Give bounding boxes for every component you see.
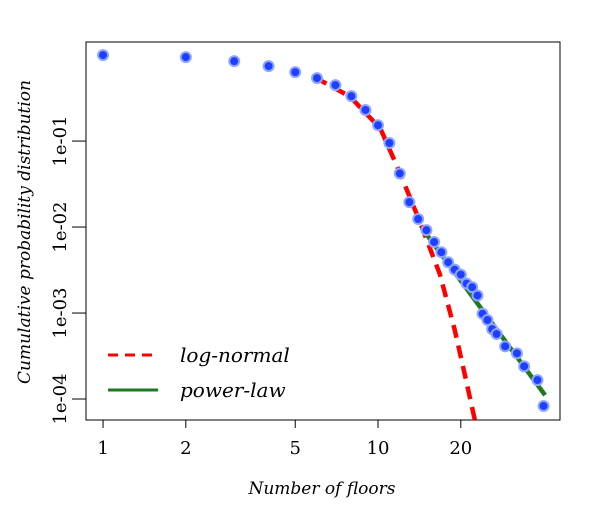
data-point bbox=[531, 374, 544, 387]
data-point bbox=[510, 347, 523, 360]
fit-lines bbox=[313, 75, 547, 420]
data-point bbox=[454, 268, 467, 281]
data-point bbox=[442, 256, 455, 269]
legend-label: power-law bbox=[180, 378, 286, 402]
data-point bbox=[471, 289, 484, 302]
data-point bbox=[311, 72, 324, 85]
y-axis-label: Cumulative probability distribution bbox=[15, 80, 35, 384]
data-point bbox=[537, 399, 550, 412]
data-point bbox=[345, 90, 358, 103]
y-tick-label: 1e-01 bbox=[50, 116, 71, 167]
data-point bbox=[289, 66, 302, 79]
data-point bbox=[412, 213, 425, 226]
x-tick-label: 10 bbox=[367, 438, 390, 459]
data-point bbox=[228, 55, 241, 68]
fit-line bbox=[313, 75, 478, 420]
plot-frame bbox=[85, 41, 561, 421]
data-point bbox=[262, 60, 275, 73]
legend-label: log-normal bbox=[180, 343, 290, 367]
data-point bbox=[420, 224, 433, 237]
x-tick-label: 20 bbox=[449, 438, 472, 459]
data-point bbox=[435, 246, 448, 259]
data-point bbox=[490, 328, 503, 341]
x-tick-label: 1 bbox=[97, 438, 108, 459]
x-axis-label: Number of floors bbox=[247, 479, 395, 499]
x-tick-label: 2 bbox=[180, 438, 191, 459]
data-point bbox=[359, 103, 372, 116]
data-point bbox=[97, 49, 110, 62]
data-point bbox=[179, 51, 192, 64]
data-point bbox=[372, 119, 385, 132]
data-point bbox=[403, 196, 416, 209]
data-point bbox=[383, 136, 396, 149]
data-point bbox=[329, 79, 342, 92]
y-tick-label: 1e-03 bbox=[50, 287, 71, 338]
data-point bbox=[481, 313, 494, 326]
data-point bbox=[499, 340, 512, 353]
data-point bbox=[466, 281, 479, 294]
y-tick-label: 1e-02 bbox=[50, 202, 71, 253]
data-point bbox=[393, 167, 406, 180]
data-point bbox=[518, 360, 531, 373]
y-tick-label: 1e-04 bbox=[50, 373, 71, 424]
data-point bbox=[428, 236, 441, 249]
x-tick-label: 5 bbox=[290, 438, 301, 459]
